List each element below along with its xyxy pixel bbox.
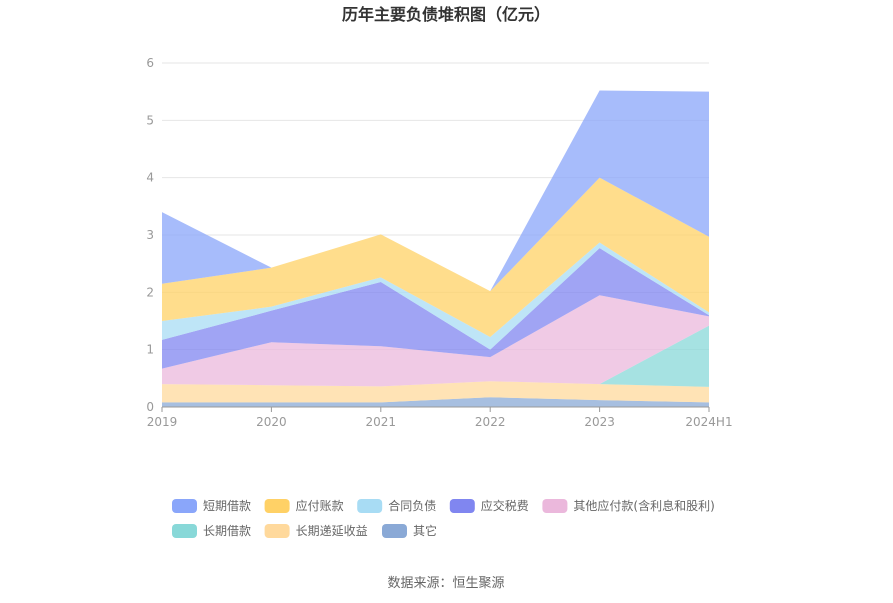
legend-label: 应交税费 xyxy=(481,498,529,513)
legend-label: 应付账款 xyxy=(296,498,344,513)
legend-item[interactable]: 长期借款 xyxy=(172,524,251,538)
legend-item[interactable]: 其它 xyxy=(382,523,437,538)
legend-label: 合同负债 xyxy=(388,498,436,513)
area-series xyxy=(162,90,709,407)
area-series-4 xyxy=(162,248,709,369)
legend-label: 长期借款 xyxy=(203,524,251,538)
legend-swatch xyxy=(264,499,290,513)
legend-swatch xyxy=(449,499,475,513)
x-tick-label: 2024H1 xyxy=(685,415,732,429)
legend-swatch xyxy=(382,524,407,538)
x-tick-label: 2020 xyxy=(256,415,287,429)
area-series-7 xyxy=(162,90,709,292)
y-tick-label: 4 xyxy=(146,171,154,185)
legend-swatch xyxy=(357,499,383,513)
source-text: 数据来源：恒生聚源 xyxy=(387,576,504,591)
chart-title: 历年主要负债堆积图（亿元） xyxy=(342,5,550,24)
legend-item[interactable]: 其他应付款(含利息和股利) xyxy=(542,498,715,513)
y-tick-label: 3 xyxy=(146,228,154,242)
legend[interactable]: 短期借款 应付账款 合同负债 应交税费 其他应付款(含利息和股利) 长期借款 长期递延收益 其… xyxy=(172,498,715,538)
legend-label: 长期递延收益 xyxy=(296,524,368,538)
y-tick-label: 0 xyxy=(146,400,154,414)
x-tick-label: 2021 xyxy=(366,415,397,429)
area-series-6 xyxy=(162,177,709,338)
legend-swatch xyxy=(172,499,197,513)
legend-item[interactable]: 应付账款 xyxy=(264,498,344,513)
y-tick-label: 5 xyxy=(146,113,154,127)
x-tick-label: 2022 xyxy=(475,415,506,429)
area-series-1 xyxy=(162,381,709,403)
legend-swatch xyxy=(542,499,568,513)
legend-swatch xyxy=(264,524,290,538)
legend-item[interactable]: 合同负债 xyxy=(357,498,436,513)
y-tick-label: 1 xyxy=(146,343,154,357)
legend-item[interactable]: 短期借款 xyxy=(172,499,251,513)
legend-label: 其它 xyxy=(413,523,437,538)
legend-item[interactable]: 应交税费 xyxy=(449,498,529,513)
y-tick-label: 2 xyxy=(146,285,154,299)
area-series-0 xyxy=(162,397,709,407)
legend-item[interactable]: 长期递延收益 xyxy=(264,524,368,538)
legend-label: 其他应付款(含利息和股利) xyxy=(573,498,714,513)
y-tick-label: 6 xyxy=(146,56,154,70)
legend-label: 短期借款 xyxy=(203,499,251,513)
legend-swatch xyxy=(172,524,197,538)
x-tick-label: 2019 xyxy=(147,415,178,429)
area-series-2 xyxy=(162,325,709,387)
area-series-3 xyxy=(162,295,709,387)
x-tick-label: 2023 xyxy=(584,415,615,429)
area-series-5 xyxy=(162,242,709,350)
axes: 0 1 2 3 4 5 6 2019 2020 2021 2022 2023 2024H1 xyxy=(146,56,732,429)
